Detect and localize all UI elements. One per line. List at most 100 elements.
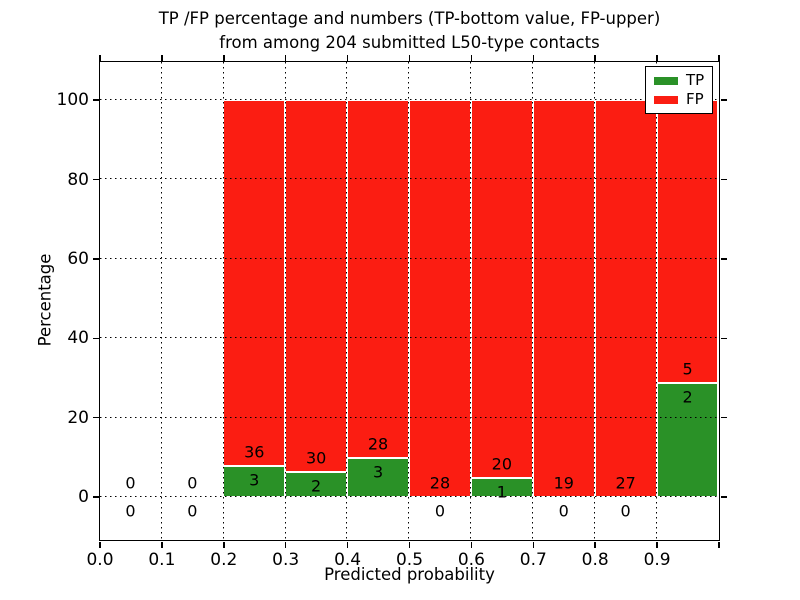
x-tick-mark <box>161 54 163 61</box>
y-tick-mark <box>720 258 727 260</box>
tp-count-label: 3 <box>372 462 384 482</box>
fp-count-label: 5 <box>682 359 693 379</box>
chart-title-line2: from among 204 submitted L50-type contac… <box>219 33 600 52</box>
bar-segment-fp <box>347 99 409 459</box>
bar-segment-fp <box>223 99 286 467</box>
y-tick-label: 100 <box>56 90 89 111</box>
bar-segment-tp <box>285 471 348 497</box>
y-axis-label: Percentage <box>35 253 55 347</box>
y-tick-label: 60 <box>67 248 89 269</box>
chart-title: TP /FP percentage and numbers (TP-bottom… <box>100 7 719 55</box>
tp-count-label: 2 <box>682 387 693 407</box>
x-tick-mark <box>284 54 287 61</box>
fp-count-label: 36 <box>244 442 265 462</box>
y-tick-mark <box>720 99 727 101</box>
x-tick-label: 0.6 <box>457 550 485 570</box>
x-tick-label: 0.5 <box>395 550 424 570</box>
tp-count-label: 1 <box>496 482 507 502</box>
legend-swatch-tp <box>654 76 678 85</box>
x-tick-label: 0.4 <box>334 550 362 570</box>
bar-segment-fp <box>470 99 533 478</box>
fp-count-label: 28 <box>367 434 389 454</box>
fp-count-label: 0 <box>187 473 198 493</box>
y-tick-label: 80 <box>67 169 89 190</box>
x-tick-mark <box>532 541 535 548</box>
x-tick-mark <box>656 54 658 61</box>
bar-segment-fp <box>594 99 657 497</box>
x-tick-mark <box>470 541 473 548</box>
y-tick-mark <box>92 337 99 340</box>
tp-count-label: 3 <box>249 470 260 490</box>
x-axis-label: Predicted probability <box>324 565 495 584</box>
y-tick-mark <box>92 416 99 419</box>
x-tick-label: 0.3 <box>272 550 300 570</box>
x-tick-mark <box>99 54 101 61</box>
fp-count-label: 19 <box>553 473 574 493</box>
fp-count-label: 30 <box>305 448 327 468</box>
fp-count-label: 28 <box>429 473 451 493</box>
x-tick-label: 0.7 <box>519 550 547 570</box>
y-tick-mark <box>720 337 727 340</box>
y-tick-mark <box>720 416 727 419</box>
tp-count-label: 0 <box>187 501 198 521</box>
plot-area: 0 0 0 0 36 3 30 2 28 3 28 0 20 1 19 0 27 0 5 2 <box>98 60 720 541</box>
gridline-vertical <box>470 61 473 540</box>
bar-segment-fp <box>409 99 471 497</box>
legend-entry-tp: TP <box>654 73 704 88</box>
x-tick-mark <box>470 54 473 61</box>
x-tick-mark <box>408 541 411 548</box>
tp-count-label: 0 <box>620 501 631 521</box>
fp-count-label: 20 <box>491 454 513 474</box>
tp-count-label: 0 <box>558 501 569 521</box>
legend: TP FP <box>645 66 713 114</box>
y-tick-mark <box>92 258 99 260</box>
x-tick-label: 0.0 <box>86 550 114 570</box>
x-tick-mark <box>223 541 225 548</box>
gridline-vertical <box>222 61 225 540</box>
y-tick-label: 40 <box>67 328 89 349</box>
legend-label-fp: FP <box>686 90 704 108</box>
gridline-vertical <box>346 61 349 540</box>
gridline-vertical <box>160 61 163 540</box>
x-tick-mark <box>408 54 411 61</box>
x-tick-mark <box>532 54 535 61</box>
y-tick-label: 20 <box>67 407 89 428</box>
gridline-vertical <box>284 61 287 540</box>
tp-count-label: 0 <box>125 501 136 521</box>
x-tick-mark <box>594 54 596 61</box>
x-tick-mark <box>99 541 101 548</box>
y-tick-mark <box>92 496 99 498</box>
x-tick-label: 0.2 <box>210 550 238 570</box>
y-tick-label: 0 <box>78 487 89 508</box>
y-tick-mark <box>92 99 99 101</box>
x-tick-mark <box>161 541 163 548</box>
x-tick-label: 0.1 <box>148 550 176 570</box>
bar-segment-fp <box>532 99 595 497</box>
y-tick-mark <box>92 178 99 181</box>
x-tick-mark <box>718 541 720 548</box>
x-tick-mark <box>718 54 720 61</box>
legend-label-tp: TP <box>686 71 705 89</box>
tp-count-label: 2 <box>311 476 322 496</box>
bar-segment-fp <box>656 99 719 384</box>
legend-entry-fp: FP <box>654 92 704 107</box>
x-tick-mark <box>284 541 287 548</box>
chart-title-line1: TP /FP percentage and numbers (TP-bottom… <box>158 9 661 28</box>
gridline-vertical <box>594 61 596 540</box>
fp-count-label: 27 <box>615 473 636 493</box>
x-tick-mark <box>346 541 349 548</box>
x-tick-label: 0.9 <box>643 550 671 570</box>
x-tick-mark <box>223 54 225 61</box>
y-tick-mark <box>720 178 727 181</box>
x-tick-mark <box>656 541 658 548</box>
tp-count-label: 0 <box>434 501 446 521</box>
x-tick-mark <box>594 541 596 548</box>
gridline-vertical <box>655 61 658 540</box>
y-tick-mark <box>720 496 727 498</box>
legend-swatch-fp <box>654 95 678 104</box>
gridline-vertical <box>532 61 535 540</box>
x-tick-label: 0.8 <box>581 550 609 570</box>
fp-count-label: 0 <box>125 473 136 493</box>
gridline-vertical <box>408 61 411 540</box>
